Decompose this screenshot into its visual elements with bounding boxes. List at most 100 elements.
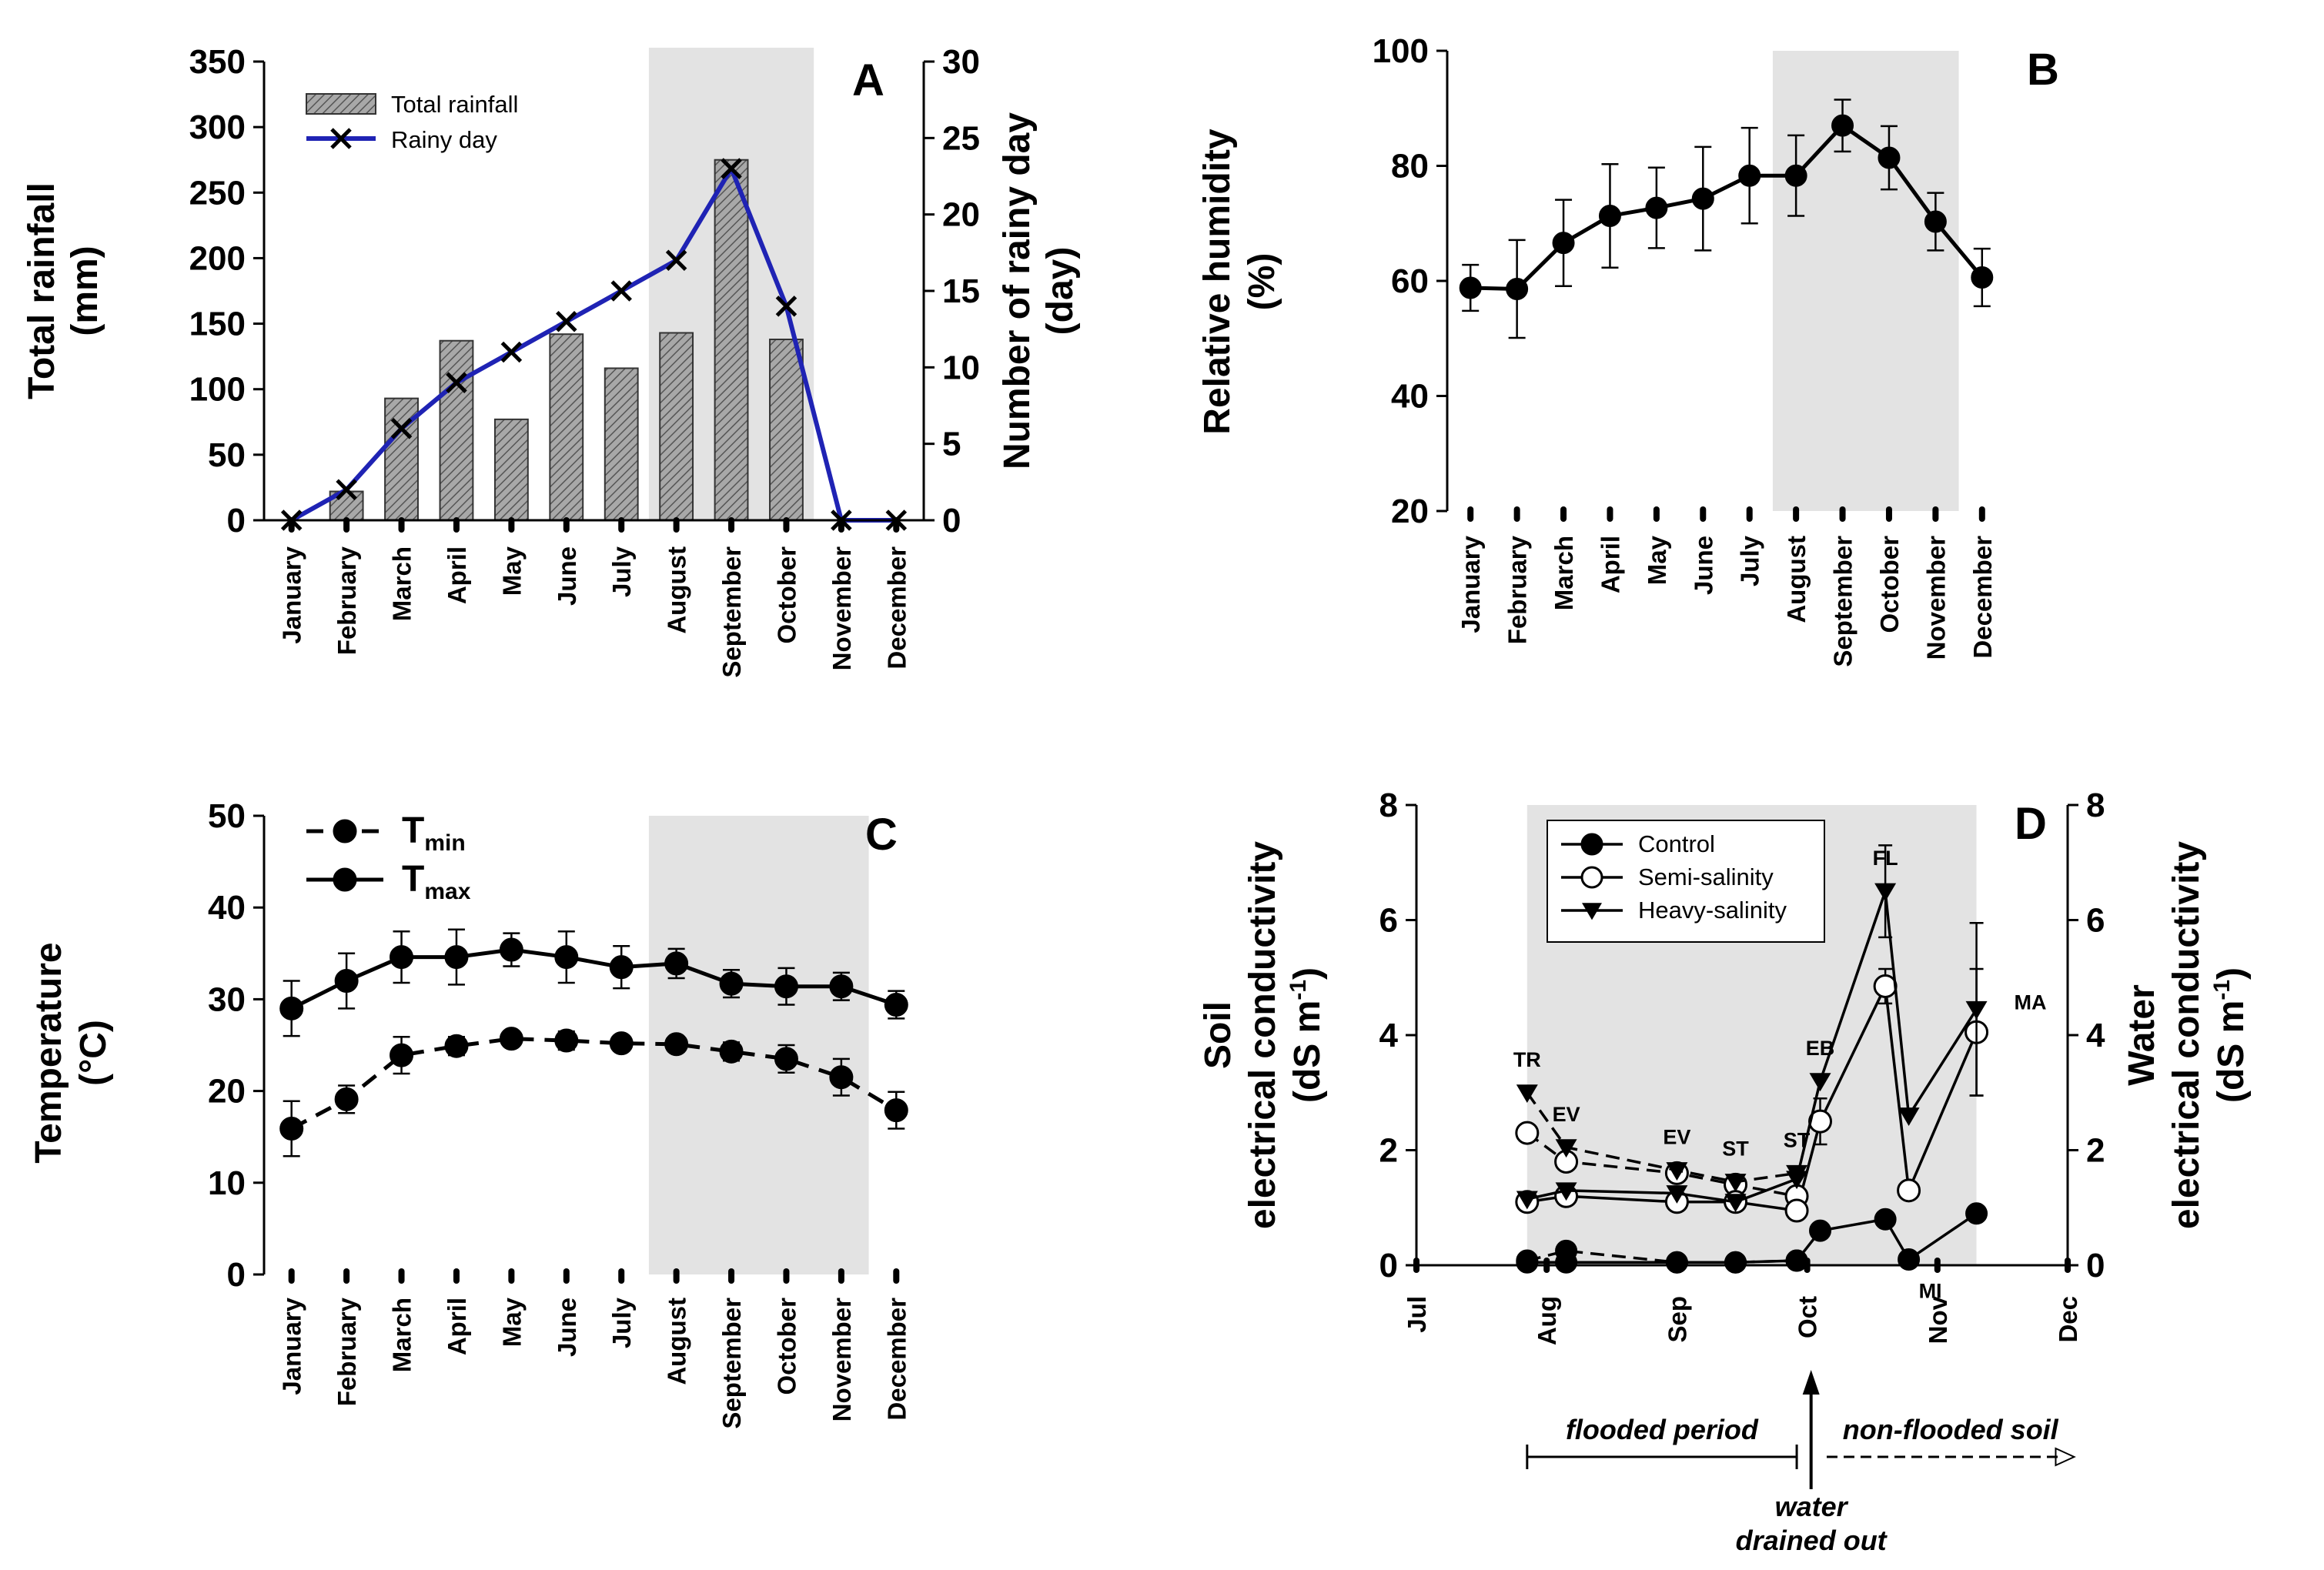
stage-label: ST [1784, 1128, 1811, 1151]
y-axis-left-tick-label: 100 [189, 371, 246, 409]
y-axis-tick-label: 20 [1391, 493, 1429, 530]
month-tick [563, 517, 570, 533]
month-label: April [443, 546, 471, 604]
heavy-salinity-water-point [1666, 1162, 1688, 1181]
panel-c-temperature-chart: 0 10 20 30 40 50 January February March April May J… [28, 797, 911, 1429]
humidity-point [1506, 277, 1529, 300]
tmin-point [334, 1087, 359, 1111]
non-flooded-soil-label: non-flooded soil [1843, 1414, 2059, 1445]
y-axis-left-tick-label: 300 [189, 109, 246, 146]
rainy-day-line [290, 166, 897, 523]
month-tick [673, 517, 680, 533]
month-label: December [882, 1298, 911, 1421]
month-label: January [1456, 535, 1485, 633]
tmin-point [444, 1034, 469, 1058]
y-axis-title: Relative humidity (%) [1197, 129, 1282, 435]
stage-label: FL [1873, 847, 1898, 870]
month-tick [453, 517, 460, 533]
y-axis-right-title-unit-close: ) [2211, 967, 2252, 980]
y-axis-title-line-0: Temperature [28, 942, 69, 1163]
legend-label: Semi-salinity [1638, 864, 1774, 890]
month-label: April [1596, 536, 1624, 593]
heavy-salinity-soil-point [1874, 883, 1897, 902]
y-axis-right-tick-label: 15 [942, 272, 980, 310]
humidity-point [1831, 114, 1854, 137]
y-axis-tick-label: 40 [208, 889, 246, 927]
month-label: March [388, 546, 416, 621]
y-axis-right-title: Number of rainy day (day) [997, 112, 1081, 469]
rainy-day-marker [775, 296, 798, 317]
y-axis-tick-label: 40 [1391, 378, 1429, 416]
month-label: May [1643, 535, 1671, 585]
month-label: January [278, 546, 306, 643]
panel-label-b: B [2027, 45, 2059, 95]
rainy-day-marker [610, 280, 632, 302]
heavy-salinity-soil-point [1666, 1185, 1688, 1204]
month-tick [288, 517, 295, 533]
month-tick [1839, 506, 1846, 522]
y-axis-left-tick-label: 8 [1379, 787, 1398, 824]
legend-bar-swatch [306, 93, 376, 115]
month-label: June [553, 546, 581, 606]
humidity-point [1598, 205, 1621, 228]
semi-salinity-soil-point [1873, 974, 1898, 998]
bar-total-rainfall [493, 418, 529, 521]
month-label: March [388, 1298, 416, 1372]
y-axis-left-tick-label: 50 [208, 436, 246, 474]
month-tick [398, 1268, 405, 1284]
rainy-day-marker [556, 310, 577, 332]
month-tick [1885, 506, 1892, 522]
tmax-point [499, 937, 523, 962]
tmin-point [609, 1031, 634, 1056]
flooded-period-label: flooded period [1566, 1414, 1759, 1445]
heavy-salinity-soil-point [1965, 1000, 1988, 1020]
y-axis-right-title-unit: (dS m-1) [2209, 967, 2252, 1103]
y-axis-left-tick-label: 250 [189, 174, 246, 212]
y-axis-right-tick-label: 5 [942, 426, 961, 463]
month-tick [728, 1268, 735, 1284]
heavy-salinity-soil-point [1724, 1194, 1747, 1213]
month-tick [1978, 506, 1985, 522]
x-tick-label: Nov [1924, 1295, 1952, 1344]
humidity-point [1878, 146, 1901, 169]
month-tick [673, 1268, 680, 1284]
month-label: May [497, 546, 526, 596]
semi-salinity-soil-point [1784, 1198, 1809, 1223]
stage-label: ST [1722, 1137, 1749, 1161]
stage-label: MA [2015, 990, 2047, 1014]
x-tick [1543, 1258, 1550, 1273]
rainy-day-marker-stroke-b [446, 372, 467, 393]
legend-tmax-label: Tmax [402, 859, 471, 904]
y-axis-tick-label: 20 [208, 1073, 246, 1111]
y-axis-right-title-unit-exponent: -1 [2209, 980, 2235, 1000]
bar-total-rainfall [439, 339, 474, 521]
x-tick [1934, 1258, 1941, 1273]
rainy-day-marker [446, 372, 467, 393]
legend-label-rainfall: Total rainfall [391, 91, 518, 118]
month-label: November [828, 1298, 856, 1422]
y-axis-right-tick-label: 25 [942, 119, 980, 157]
month-tick [1932, 506, 1939, 522]
heavy-salinity-soil-point [1809, 1073, 1831, 1092]
heavy-salinity-soil-point [1786, 1171, 1808, 1190]
control-soil-point [1965, 1202, 1988, 1225]
y-axis-tick-label: 30 [208, 980, 246, 1018]
month-label: March [1550, 536, 1578, 610]
month-label: July [607, 546, 636, 597]
heavy-salinity-water-point [1516, 1084, 1538, 1104]
legend-label-rainy-day: Rainy day [391, 126, 497, 153]
legend-semi-marker [1580, 866, 1603, 889]
legend-label: Heavy-salinity [1638, 897, 1787, 924]
month-label: October [772, 546, 801, 644]
y-axis-left-title-line-0: Soil [1198, 1001, 1239, 1069]
y-axis-right-title-line-0: Number of rainy day [997, 112, 1038, 469]
month-tick [508, 517, 515, 533]
y-axis-left-tick-label: 350 [189, 43, 246, 81]
legend-tmax-marker [333, 867, 357, 892]
heavy-salinity-soil-point [1516, 1191, 1538, 1210]
month-label: August [663, 1298, 691, 1385]
stage-label: EV [1553, 1103, 1580, 1126]
panel-label-d: D [2015, 799, 2047, 849]
